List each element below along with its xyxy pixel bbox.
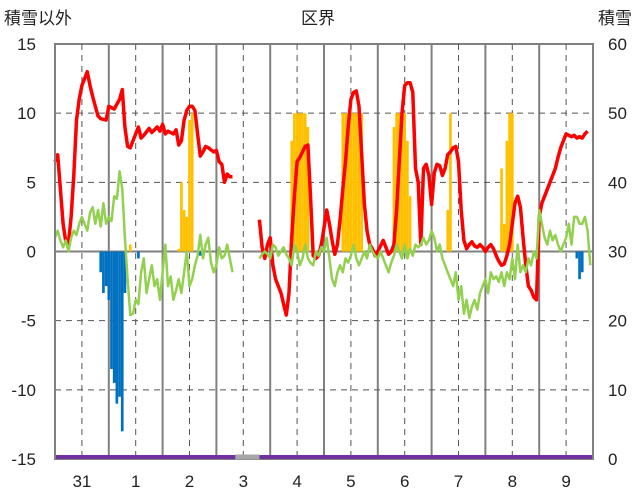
bar (177, 248, 181, 252)
bar (102, 251, 105, 293)
bar (403, 113, 407, 252)
right-axis-label: 積雪 (598, 9, 632, 29)
axes (54, 44, 594, 459)
y-tick-right: 40 (608, 173, 627, 192)
bar (107, 251, 111, 300)
bar (352, 113, 355, 252)
y-ticks-left: 15 10 5 0 -5 -10 -15 (11, 35, 36, 469)
bar (578, 251, 581, 280)
y-tick-right: 20 (608, 312, 627, 331)
bar (112, 251, 116, 383)
bar (446, 210, 450, 252)
bar (306, 127, 310, 252)
x-tick: 2 (185, 472, 194, 491)
bar (190, 113, 194, 252)
y-tick-left: 15 (17, 35, 36, 54)
bar (344, 113, 347, 252)
y-tick-left: -5 (21, 312, 36, 331)
chart-title: 区界 (301, 9, 335, 29)
x-tick: 4 (292, 472, 301, 491)
bar (290, 140, 294, 252)
bar (182, 210, 186, 252)
x-tick: 31 (72, 472, 91, 491)
bar (500, 168, 503, 252)
x-tick: 9 (561, 472, 570, 491)
bar (123, 251, 127, 293)
bar (508, 113, 511, 252)
bar (575, 251, 579, 259)
bar (502, 223, 506, 252)
y-ticks-right: 60 50 40 30 20 10 0 (608, 35, 627, 469)
bar (354, 113, 358, 252)
x-tick: 3 (239, 472, 248, 491)
y-tick-right: 0 (608, 450, 617, 469)
bar (120, 251, 124, 432)
bar (185, 216, 189, 252)
bar (346, 113, 350, 252)
y-tick-right: 10 (608, 381, 627, 400)
y-tick-left: 5 (27, 173, 36, 192)
bar (357, 113, 361, 252)
bar (303, 113, 307, 252)
bar (188, 120, 191, 252)
bar (180, 182, 183, 252)
bar (580, 251, 584, 273)
x-ticks: 31 1 2 3 4 5 6 7 8 9 (72, 472, 570, 491)
y-tick-left: 0 (27, 243, 36, 262)
bar (392, 127, 396, 252)
bar (505, 140, 509, 252)
y-tick-left: -15 (11, 450, 36, 469)
left-axis-label: 積雪以外 (4, 9, 72, 29)
x-tick: 6 (400, 472, 409, 491)
x-tick: 5 (346, 472, 355, 491)
bar (118, 251, 121, 397)
bar (349, 113, 353, 252)
y-tick-left: -10 (11, 381, 36, 400)
bar (104, 251, 108, 287)
bar (406, 140, 409, 252)
y-tick-right: 50 (608, 104, 627, 123)
bar (298, 113, 302, 252)
bar (110, 251, 113, 370)
series-line (53, 170, 592, 320)
y-tick-left: 10 (17, 104, 36, 123)
x-tick: 1 (131, 472, 140, 491)
bar (510, 113, 514, 252)
y-tick-right: 60 (608, 35, 627, 54)
bar (408, 196, 412, 252)
lines (53, 69, 592, 320)
bar (137, 251, 140, 259)
bar (99, 251, 103, 273)
bar (449, 113, 452, 252)
x-tick: 8 (508, 472, 517, 491)
x-tick: 7 (454, 472, 463, 491)
bar (301, 113, 304, 252)
bar (198, 251, 202, 256)
y-tick-right: 30 (608, 243, 627, 262)
bar (128, 244, 132, 252)
bar (115, 251, 119, 404)
bar (400, 113, 404, 252)
